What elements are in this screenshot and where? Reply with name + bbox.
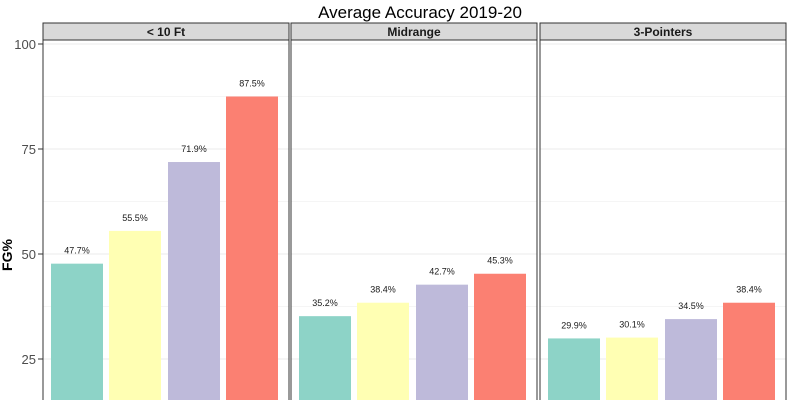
bar-data-label: 38.4% — [370, 285, 396, 295]
panel-border — [42, 39, 290, 405]
y-axis-label: FG% — [0, 239, 15, 271]
y-tick-label: 100 — [14, 37, 36, 52]
chart-panels: < 10 Ft 47.7% 55.5% 71.9% 87.5% Midrange 35.2%… — [42, 22, 787, 405]
panel-border — [539, 39, 787, 405]
bar — [299, 316, 351, 405]
panel-border — [290, 39, 538, 405]
bar-data-label: 29.9% — [561, 320, 587, 330]
bar-data-label: 87.5% — [239, 79, 265, 89]
chart-title: Average Accuracy 2019-20 — [318, 3, 522, 22]
bar — [226, 96, 278, 405]
panel: < 10 Ft 47.7% 55.5% 71.9% 87.5% — [42, 22, 290, 405]
bar-data-label: 45.3% — [487, 256, 513, 266]
bar-data-label: 34.5% — [678, 301, 704, 311]
bar — [109, 230, 161, 405]
panel: 3-Pointers 29.9% 30.1% 34.5% 38.4% — [539, 22, 787, 405]
y-tick-label: 25 — [22, 352, 36, 367]
bar — [548, 338, 600, 405]
bar — [665, 319, 717, 405]
bar-data-label: 71.9% — [181, 144, 207, 154]
bar — [474, 273, 526, 405]
bar — [723, 302, 775, 405]
panel: Midrange 35.2% 38.4% 42.7% 45.3% — [290, 22, 538, 405]
facet-strip-label: Midrange — [387, 25, 441, 39]
bar-data-label: 47.7% — [64, 246, 90, 256]
y-tick-label: 75 — [22, 142, 36, 157]
bar-data-label: 55.5% — [122, 213, 148, 223]
bar-data-label: 35.2% — [312, 298, 338, 308]
y-tick-label: 50 — [22, 247, 36, 262]
bar-data-label: 38.4% — [736, 285, 762, 295]
bar — [606, 337, 658, 405]
bar — [357, 302, 409, 405]
facet-strip-label: < 10 Ft — [147, 25, 185, 39]
facet-strip-label: 3-Pointers — [634, 25, 693, 39]
bar-data-label: 42.7% — [429, 267, 455, 277]
bar — [416, 284, 468, 405]
bar-data-label: 30.1% — [619, 320, 645, 330]
bar — [168, 162, 220, 405]
bar — [51, 263, 103, 405]
y-axis: 25 50 75 100 — [14, 37, 43, 367]
